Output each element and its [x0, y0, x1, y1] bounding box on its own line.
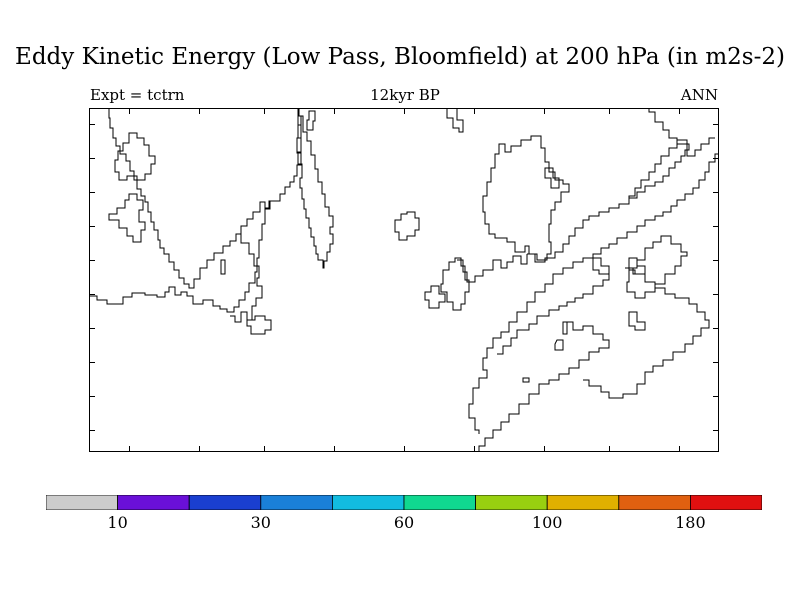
experiment-label: Expt = tctrn [90, 86, 185, 104]
coastline-ireland [424, 285, 446, 309]
coastline-iceland [394, 211, 420, 241]
coastline-kara-sea-island [592, 257, 610, 275]
coastline-north-america-inland [230, 234, 263, 323]
map-title: Eddy Kinetic Energy (Low Pass, Bloomfiel… [15, 44, 785, 70]
colorbar-swatch [618, 495, 691, 510]
colorbar-swatch [475, 495, 548, 510]
coastline-arctic-islands [297, 108, 334, 269]
coastline-siberia [527, 139, 690, 263]
coastline-east-asia-b [583, 267, 710, 399]
colorbar-swatch [188, 495, 262, 510]
coastline-island-d [246, 315, 272, 335]
colorbar-tick-label: 10 [107, 513, 128, 532]
coastline-chukotka [478, 321, 610, 452]
map-plot [89, 108, 719, 452]
colorbar-tick-label: 60 [393, 513, 415, 532]
coastline-svalbard [445, 108, 464, 133]
colorbar-swatches [46, 495, 762, 510]
coastline-europe [457, 254, 528, 283]
colorbar-swatch [331, 495, 405, 510]
coastline-taymyr [648, 108, 715, 157]
colorbar-swatch [546, 495, 620, 510]
coastline-island-e [562, 321, 568, 335]
coastline-bering-island [522, 377, 530, 383]
coastline-sakhalin [626, 235, 688, 299]
coastline-greenland [108, 108, 302, 289]
coastline-britain [440, 257, 470, 311]
season-label: ANN [680, 86, 718, 104]
coastline-arctic-island-b [306, 110, 316, 131]
map-panel [89, 108, 719, 452]
coastline-island-b [108, 193, 146, 243]
coastline-island-c [220, 259, 226, 275]
colorbar [46, 495, 762, 510]
frame-ticks [89, 108, 719, 452]
coastline-north-america [89, 200, 280, 313]
coastline-lena-delta [628, 311, 646, 331]
colorbar-tick-label: 180 [675, 513, 706, 532]
coastline-novaya-zemlya [544, 167, 560, 189]
coastline-alaska [497, 274, 610, 355]
colorbar-swatch [46, 495, 118, 510]
colorbar-swatch [690, 495, 762, 510]
colorbar-swatch [260, 495, 333, 510]
colorbar-swatch [117, 495, 190, 510]
colorbar-swatch [403, 495, 476, 510]
coastline-scandinavia [482, 135, 570, 261]
colorbar-tick-label: 30 [250, 513, 271, 532]
coastline-wrangel [554, 339, 564, 351]
colorbar-tick-label: 100 [531, 513, 563, 532]
coastline-asia-east [468, 153, 719, 434]
period-label: 12kyr BP [370, 86, 440, 104]
coastline-island-baffin [114, 132, 156, 181]
